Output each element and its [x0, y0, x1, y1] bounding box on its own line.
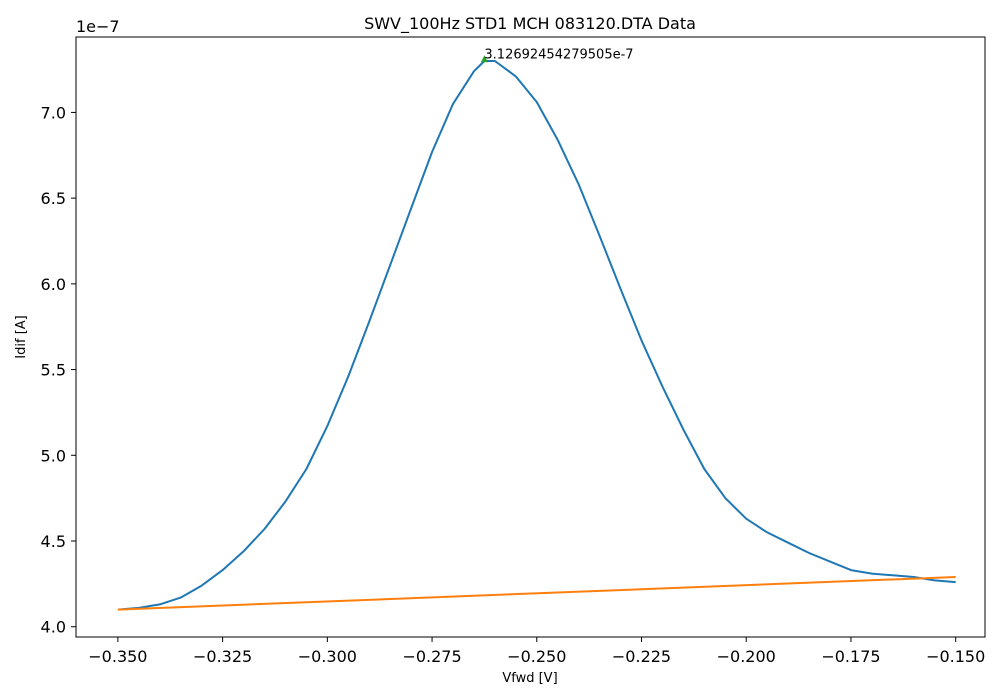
y-tick-label: 5.0 [41, 446, 66, 465]
x-tick-label: −0.325 [193, 647, 252, 666]
series-layer [117, 60, 956, 611]
x-tick-label: −0.175 [821, 647, 880, 666]
y-tick-label: 7.0 [41, 103, 66, 122]
series-line-baseline [117, 576, 956, 611]
y-tick-label: 6.0 [41, 275, 66, 294]
x-axis-label: Vfwd [V] [502, 671, 557, 686]
x-tick-label: −0.275 [402, 647, 461, 666]
x-tick-label: −0.200 [717, 647, 776, 666]
y-axis: 4.0 4.5 5.0 5.5 6.0 6.5 7.0 [41, 103, 76, 637]
x-tick-label: −0.350 [88, 647, 147, 666]
peak-annotation: 3.12692454279505e-7 [484, 47, 633, 62]
x-tick-label: −0.250 [507, 647, 566, 666]
x-axis: −0.350 −0.325 −0.300 −0.275 −0.250 −0.225 −0.2… [88, 637, 985, 666]
y-tick-label: 5.5 [41, 361, 66, 380]
plot-frame [75, 36, 986, 638]
marker-layer: 3.12692454279505e-7 [480, 47, 634, 63]
x-tick-label: −0.300 [298, 647, 357, 666]
peak-marker [480, 55, 488, 63]
y-tick-label: 4.0 [41, 618, 66, 637]
chart-title: SWV_100Hz STD1 MCH 083120.DTA Data [364, 14, 696, 34]
y-axis-label: Idif [A] [14, 315, 29, 358]
series-line-peak [117, 60, 956, 611]
y-tick-label: 4.5 [41, 532, 66, 551]
x-tick-label: −0.225 [612, 647, 671, 666]
y-offset-label: 1e−7 [76, 17, 120, 36]
x-tick-label: −0.150 [926, 647, 985, 666]
y-tick-label: 6.5 [41, 189, 66, 208]
